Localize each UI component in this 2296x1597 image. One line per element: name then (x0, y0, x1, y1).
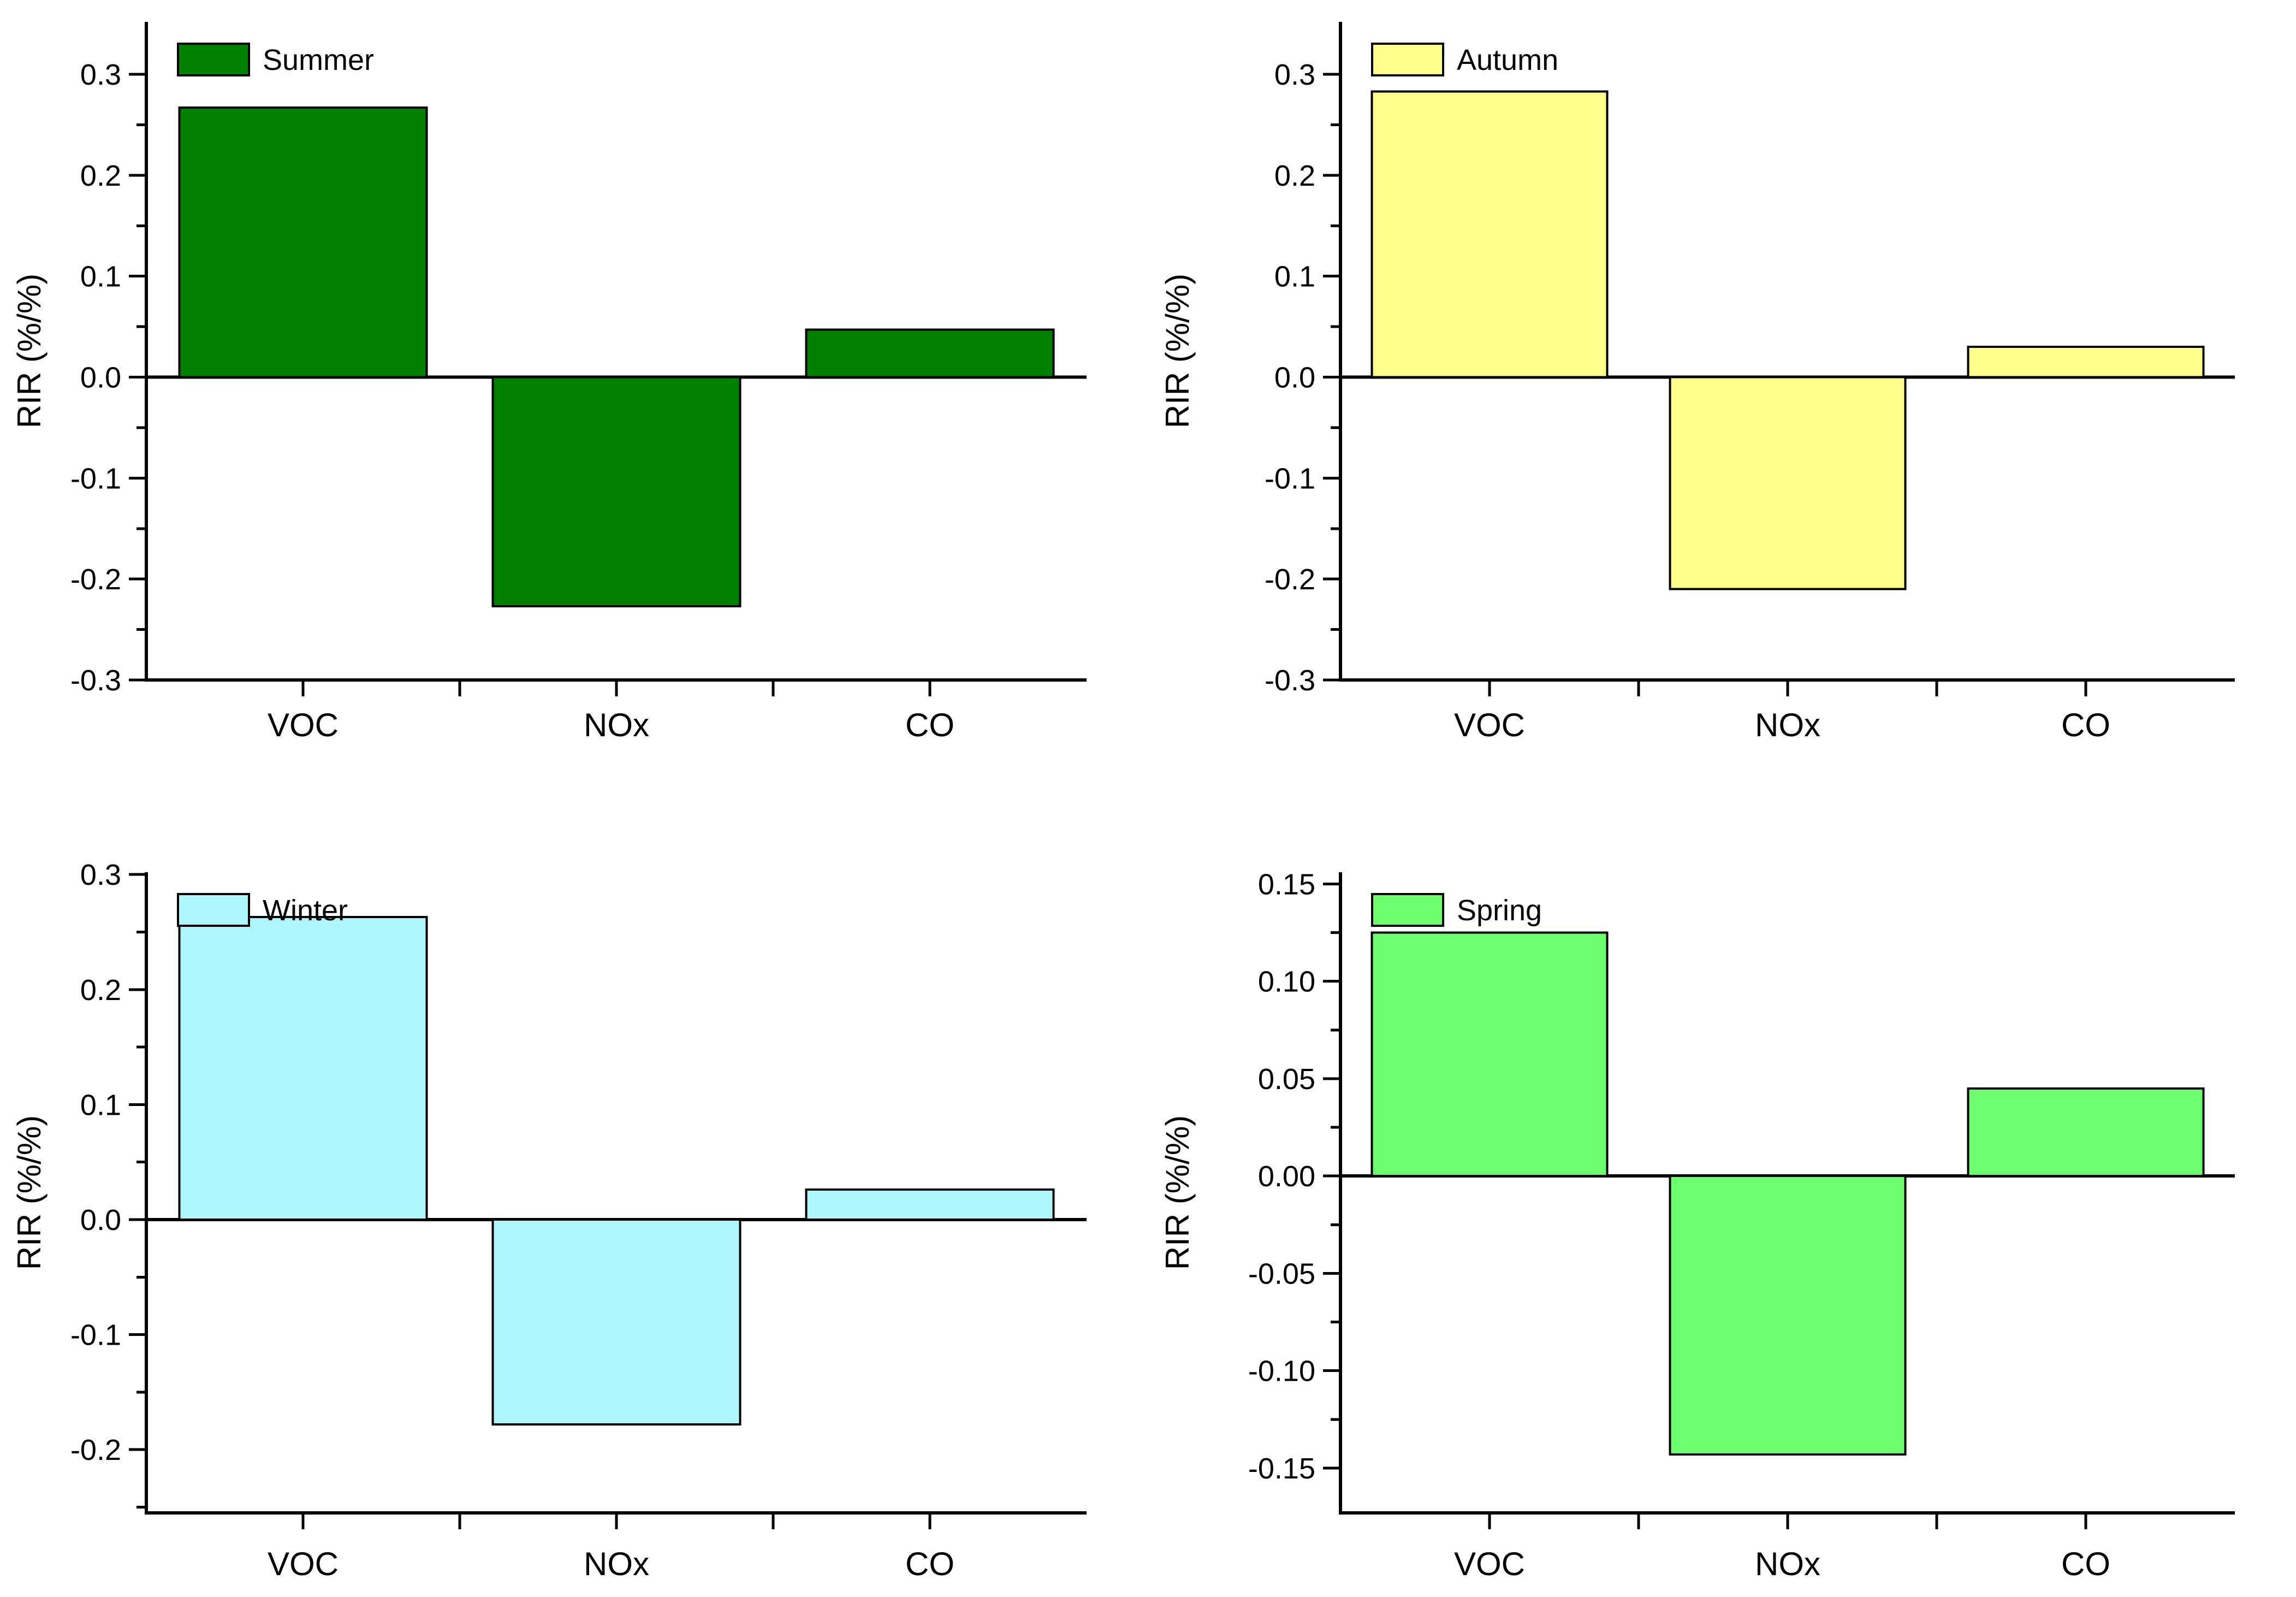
legend-label: Autumn (1457, 44, 1558, 76)
y-tick-label: 0.10 (1258, 966, 1315, 998)
x-category-label: VOC (1454, 1546, 1525, 1582)
spring-bar-chart: 0.15 0.10 0.05 0.00 -0.05 -0.10 -0.15 VOC NOx CO R… (1159, 868, 2235, 1582)
legend-swatch (1371, 43, 1444, 76)
y-tick-label: 0.1 (1274, 261, 1315, 293)
legend-label: Winter (263, 894, 348, 927)
y-tick-label: -0.2 (70, 563, 121, 596)
y-tick-label: 0.0 (80, 362, 121, 394)
legend-label: Spring (1457, 894, 1542, 927)
y-tick-label: 0.1 (80, 261, 121, 293)
y-tick-label: 0.3 (80, 859, 121, 891)
y-tick-label: -0.3 (1265, 664, 1315, 697)
x-category-label: CO (905, 707, 954, 743)
legend-label: Summer (263, 44, 374, 76)
y-tick-label: 0.15 (1258, 868, 1315, 901)
summer-bar-chart: 0.3 0.2 0.1 0.0 -0.1 -0.2 -0.3 VOC NOx CO RIR (%/%… (11, 22, 1087, 743)
y-tick-label: 0.0 (1274, 362, 1315, 394)
y-tick-label: -0.2 (1265, 563, 1315, 596)
x-category-label: VOC (268, 707, 339, 743)
y-tick-label: 0.3 (1274, 58, 1315, 91)
bar-co (805, 1188, 1055, 1221)
bar-co (805, 328, 1055, 378)
legend-swatch (177, 43, 250, 76)
legend-swatch (177, 893, 250, 927)
bar-co (1967, 1087, 2205, 1178)
y-tick-label: -0.05 (1248, 1257, 1315, 1290)
y-tick-label: -0.1 (1265, 462, 1315, 495)
winter-bar-chart: 0.3 0.2 0.1 0.0 -0.1 -0.2 VOC NOx CO RIR (%/%) Win… (11, 859, 1087, 1582)
panel-winter: 0.3 0.2 0.1 0.0 -0.1 -0.2 VOC NOx CO RIR (%/%) Win… (0, 798, 1148, 1597)
x-category-label: NOx (584, 707, 649, 743)
bar-voc (178, 107, 428, 378)
y-tick-label: 0.05 (1258, 1063, 1315, 1096)
bar-voc (1371, 931, 1609, 1178)
bar-nox (1669, 1175, 1907, 1456)
panel-summer: 0.3 0.2 0.1 0.0 -0.1 -0.2 -0.3 VOC NOx CO RIR (%/%… (0, 0, 1148, 798)
y-tick-label: 0.2 (80, 974, 121, 1007)
y-axis-title: RIR (%/%) (1159, 1115, 1196, 1270)
bar-co (1967, 346, 2205, 378)
y-tick-label: -0.3 (70, 664, 121, 697)
y-tick-label: -0.2 (70, 1434, 121, 1466)
x-category-label: NOx (1755, 707, 1820, 743)
bar-nox (491, 1218, 741, 1426)
bar-nox (1669, 376, 1907, 590)
bar-voc (178, 916, 428, 1221)
y-tick-label: -0.1 (70, 462, 121, 495)
y-axis-title: RIR (%/%) (11, 274, 48, 428)
legend-swatch (1371, 893, 1444, 927)
bar-voc (1371, 90, 1609, 378)
y-axis-title: RIR (%/%) (11, 1115, 48, 1270)
panel-autumn: 0.3 0.2 0.1 0.0 -0.1 -0.2 -0.3 VOC NOx CO RIR (%/%… (1148, 0, 2296, 798)
y-tick-label: 0.3 (80, 58, 121, 91)
x-category-label: CO (905, 1546, 954, 1582)
y-tick-label: -0.15 (1248, 1452, 1315, 1485)
x-category-label: VOC (1454, 707, 1525, 743)
panel-spring: 0.15 0.10 0.05 0.00 -0.05 -0.10 -0.15 VOC NOx CO R… (1148, 798, 2296, 1597)
y-tick-label: 0.2 (1274, 159, 1315, 192)
y-tick-label: 0.0 (80, 1204, 121, 1237)
y-tick-label: -0.10 (1248, 1355, 1315, 1388)
x-category-label: NOx (1755, 1546, 1820, 1582)
x-category-label: NOx (584, 1546, 649, 1582)
x-category-label: VOC (268, 1546, 339, 1582)
autumn-bar-chart: 0.3 0.2 0.1 0.0 -0.1 -0.2 -0.3 VOC NOx CO RIR (%/%… (1159, 22, 2235, 743)
x-category-label: CO (2061, 1546, 2110, 1582)
y-tick-label: 0.2 (80, 159, 121, 192)
y-axis-title: RIR (%/%) (1159, 274, 1196, 428)
y-tick-label: -0.1 (70, 1319, 121, 1352)
bar-nox (491, 376, 741, 608)
y-tick-label: 0.1 (80, 1089, 121, 1121)
y-tick-label: 0.00 (1258, 1160, 1315, 1193)
x-category-label: CO (2061, 707, 2110, 743)
